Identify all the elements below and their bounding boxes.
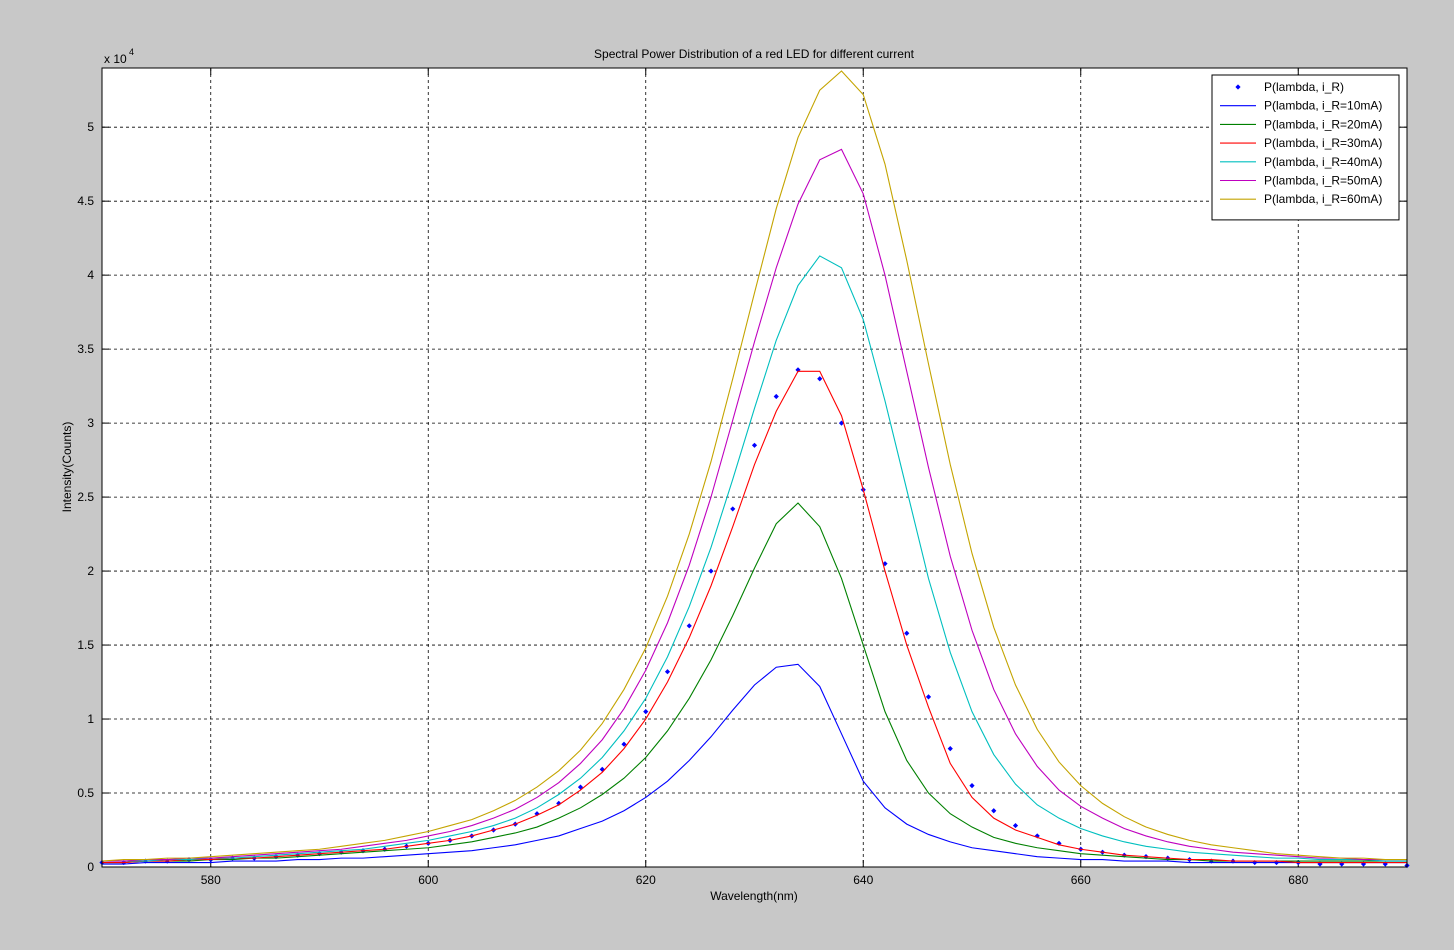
data-point <box>686 623 692 629</box>
y-exponent-base: x 10 <box>104 52 127 66</box>
data-point <box>599 766 605 772</box>
legend-label: P(lambda, i_R=40mA) <box>1264 155 1382 169</box>
legend-label: P(lambda, i_R=50mA) <box>1264 174 1382 188</box>
legend-label: P(lambda, i_R) <box>1264 80 1344 94</box>
data-point <box>1034 833 1040 839</box>
data-point <box>708 568 714 574</box>
data-point <box>817 376 823 382</box>
data-point <box>751 442 758 448</box>
series-line <box>102 148 1407 862</box>
data-point <box>556 800 562 806</box>
y-tick-label: 2.5 <box>77 490 94 504</box>
legend-marker <box>1235 84 1241 90</box>
legend-label: P(lambda, i_R=30mA) <box>1264 136 1382 150</box>
data-point <box>730 506 736 512</box>
data-point <box>904 630 910 636</box>
legend-label: P(lambda, i_R=20mA) <box>1264 117 1382 131</box>
plot-area <box>99 70 1410 869</box>
data-point <box>621 741 627 747</box>
y-exponent-power: 4 <box>129 47 134 57</box>
data-point <box>1382 861 1388 867</box>
data-point <box>664 669 671 675</box>
series-line <box>102 255 1407 862</box>
series-line <box>102 663 1407 865</box>
y-tick-label: 1 <box>87 712 94 726</box>
x-tick-label: 580 <box>201 873 221 887</box>
y-axis-label: Intensity(Counts) <box>60 422 74 513</box>
data-point <box>1360 861 1367 867</box>
data-point <box>773 393 779 400</box>
data-point <box>643 709 649 715</box>
legend: P(lambda, i_R) P(lambda, i_R=10mA) P(lambd… <box>1211 74 1400 221</box>
data-point <box>1056 840 1062 846</box>
legend-label: P(lambda, i_R=60mA) <box>1264 192 1382 206</box>
data-point <box>795 367 801 373</box>
data-point <box>1339 861 1345 867</box>
data-point <box>577 784 584 790</box>
y-tick-label: 3.5 <box>77 342 94 356</box>
y-tick-label: 5 <box>87 120 94 134</box>
data-point <box>947 746 953 752</box>
series-line <box>102 370 1407 864</box>
data-point <box>991 808 997 814</box>
data-point <box>1317 861 1323 867</box>
axes-frame <box>101 67 1408 868</box>
data-point <box>838 420 845 426</box>
y-tick-label: 4 <box>87 268 94 282</box>
legend-label: P(lambda, i_R=10mA) <box>1264 99 1382 113</box>
x-tick-label: 600 <box>418 873 438 887</box>
legend-box <box>1211 74 1400 221</box>
data-point <box>969 783 975 789</box>
x-tick-label: 660 <box>1071 873 1091 887</box>
y-tick-label: 4.5 <box>77 194 94 208</box>
x-axis-label: Wavelength(nm) <box>710 889 798 903</box>
x-tick-label: 620 <box>636 873 656 887</box>
data-point <box>882 561 888 567</box>
y-tick-label: 2 <box>87 564 94 578</box>
chart-title: Spectral Power Distribution of a red LED… <box>594 47 915 61</box>
y-tick-label: 3 <box>87 416 94 430</box>
data-point <box>925 694 932 700</box>
axes-background <box>102 68 1407 867</box>
y-tick-label: 1.5 <box>77 638 94 652</box>
data-point <box>1012 822 1019 829</box>
series-line <box>101 70 1407 862</box>
y-tick-label: 0 <box>87 860 94 874</box>
y-tick-label: 0.5 <box>77 786 94 800</box>
x-tick-label: 680 <box>1288 873 1308 887</box>
x-tick-label: 640 <box>853 873 873 887</box>
